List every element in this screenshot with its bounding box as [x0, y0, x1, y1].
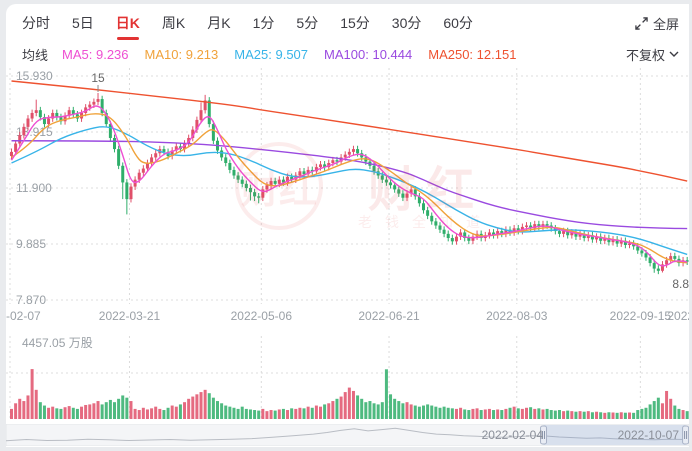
- svg-text:2022-03-21: 2022-03-21: [99, 309, 161, 323]
- svg-text:2022-02-07: 2022-02-07: [6, 309, 41, 323]
- svg-text:15.930: 15.930: [16, 69, 53, 83]
- ma-line-ma250: [11, 80, 688, 182]
- ma100-legend: MA100: 10.444: [324, 46, 413, 62]
- chart-card: 分时 5日 日K 周K 月K 1分 5分 15分 30分 60分 全屏 均线 M…: [6, 4, 689, 447]
- chevron-down-icon: [669, 51, 679, 57]
- tab-monthly-k[interactable]: 月K: [207, 15, 231, 31]
- ma-lines-layer: [10, 80, 688, 267]
- navigator-handle-right[interactable]: [682, 425, 689, 445]
- navigator-selection[interactable]: [543, 425, 686, 445]
- ma250-legend: MA250: 12.151: [428, 46, 517, 62]
- tab-daily-k[interactable]: 日K: [115, 15, 140, 31]
- svg-text:8.8: 8.8: [672, 277, 689, 291]
- expand-icon: [635, 16, 648, 30]
- svg-text:2022-06-21: 2022-06-21: [358, 309, 420, 323]
- ma-title: 均线: [22, 47, 49, 63]
- svg-text:9.885: 9.885: [16, 237, 46, 251]
- tab-5min[interactable]: 5分: [296, 15, 319, 31]
- tab-5day[interactable]: 5日: [72, 15, 94, 31]
- adjust-type-dropdown[interactable]: 不复权: [626, 45, 679, 64]
- svg-text:2022-05-06: 2022-05-06: [231, 309, 293, 323]
- ma25-legend: MA25: 9.507: [234, 46, 309, 62]
- ma-line-ma100: [11, 140, 688, 230]
- svg-text:13.915: 13.915: [16, 125, 53, 139]
- svg-text:7.870: 7.870: [16, 293, 46, 307]
- ma-line-ma10: [11, 113, 688, 264]
- tab-15min[interactable]: 15分: [340, 15, 370, 31]
- tab-weekly-k[interactable]: 周K: [161, 15, 186, 31]
- axis-labels-layer: 15.930 13.915 11.900 9.885 7.870 2022-02-07 20…: [6, 69, 689, 323]
- navigator-sparkline: [6, 427, 689, 442]
- ma-legend-bar: 均线 MA5: 9.236 MA10: 9.213 MA25: 9.507 MA…: [6, 42, 689, 66]
- volume-bars-layer: [10, 369, 689, 419]
- grid-layer: [6, 68, 689, 419]
- annotations-layer: 158.8: [91, 71, 689, 291]
- svg-text:2022-08-03: 2022-08-03: [486, 309, 548, 323]
- tab-30min[interactable]: 30分: [391, 15, 422, 31]
- time-navigator[interactable]: 2022-02-04 2022-10-07: [6, 424, 689, 446]
- navigator-track[interactable]: [6, 424, 689, 446]
- navigator-end-date: 2022-10-07: [617, 428, 679, 442]
- svg-text:15: 15: [91, 71, 105, 85]
- ma-line-ma5: [10, 105, 688, 267]
- period-tabbar: 分时 5日 日K 周K 月K 1分 5分 15分 30分 60分 全屏: [6, 4, 689, 42]
- ma10-legend: MA10: 9.213: [144, 46, 219, 62]
- navigator-start-date: 2022-02-04: [481, 428, 543, 442]
- svg-text:2022-09-15: 2022-09-15: [610, 309, 672, 323]
- tab-60min[interactable]: 60分: [443, 15, 473, 31]
- fullscreen-label: 全屏: [652, 16, 679, 32]
- svg-text:2022-10-07: 2022-10-07: [667, 309, 689, 323]
- ma-line-ma25: [11, 126, 688, 256]
- tab-1min[interactable]: 1分: [252, 15, 275, 31]
- navigator-handle-left[interactable]: [540, 425, 548, 445]
- svg-text:11.900: 11.900: [16, 181, 52, 195]
- tab-minute[interactable]: 分时: [22, 15, 50, 31]
- adjust-type-label: 不复权: [625, 47, 665, 63]
- candlestick-chart[interactable]: 15.930 13.915 11.900 9.885 7.870 2022-02-07 20…: [6, 66, 689, 424]
- ma5-legend: MA5: 9.236: [62, 46, 129, 62]
- volume-axis-label: 4457.05 万股: [22, 336, 93, 350]
- fullscreen-button[interactable]: 全屏: [635, 14, 679, 33]
